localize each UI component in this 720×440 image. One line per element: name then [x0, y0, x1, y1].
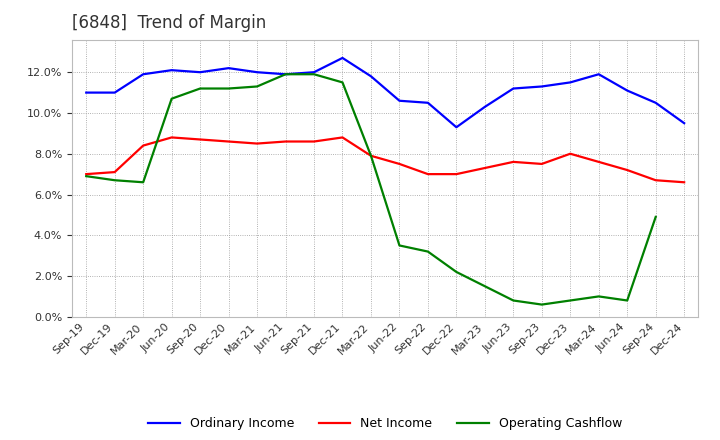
- Operating Cashflow: [423, 249, 432, 254]
- Operating Cashflow: [452, 269, 461, 275]
- Operating Cashflow: [623, 298, 631, 303]
- Ordinary Income: [652, 100, 660, 106]
- Net Income: [82, 172, 91, 177]
- Operating Cashflow: [595, 294, 603, 299]
- Ordinary Income: [338, 55, 347, 61]
- Operating Cashflow: [110, 178, 119, 183]
- Ordinary Income: [253, 70, 261, 75]
- Operating Cashflow: [82, 173, 91, 179]
- Ordinary Income: [196, 70, 204, 75]
- Ordinary Income: [110, 90, 119, 95]
- Ordinary Income: [282, 72, 290, 77]
- Ordinary Income: [395, 98, 404, 103]
- Operating Cashflow: [566, 298, 575, 303]
- Operating Cashflow: [253, 84, 261, 89]
- Operating Cashflow: [395, 243, 404, 248]
- Ordinary Income: [452, 125, 461, 130]
- Operating Cashflow: [225, 86, 233, 91]
- Ordinary Income: [82, 90, 91, 95]
- Ordinary Income: [595, 72, 603, 77]
- Ordinary Income: [225, 66, 233, 71]
- Net Income: [139, 143, 148, 148]
- Net Income: [537, 161, 546, 167]
- Operating Cashflow: [509, 298, 518, 303]
- Ordinary Income: [623, 88, 631, 93]
- Ordinary Income: [167, 67, 176, 73]
- Ordinary Income: [139, 72, 148, 77]
- Ordinary Income: [480, 104, 489, 110]
- Net Income: [480, 165, 489, 171]
- Ordinary Income: [566, 80, 575, 85]
- Net Income: [282, 139, 290, 144]
- Operating Cashflow: [338, 80, 347, 85]
- Net Income: [225, 139, 233, 144]
- Line: Ordinary Income: Ordinary Income: [86, 58, 684, 127]
- Net Income: [110, 169, 119, 175]
- Net Income: [366, 153, 375, 158]
- Legend: Ordinary Income, Net Income, Operating Cashflow: Ordinary Income, Net Income, Operating C…: [143, 412, 627, 435]
- Net Income: [509, 159, 518, 165]
- Ordinary Income: [423, 100, 432, 106]
- Operating Cashflow: [480, 284, 489, 289]
- Operating Cashflow: [282, 72, 290, 77]
- Operating Cashflow: [366, 153, 375, 158]
- Line: Net Income: Net Income: [86, 137, 684, 182]
- Net Income: [680, 180, 688, 185]
- Ordinary Income: [310, 70, 318, 75]
- Ordinary Income: [680, 121, 688, 126]
- Net Income: [338, 135, 347, 140]
- Net Income: [623, 167, 631, 172]
- Text: [6848]  Trend of Margin: [6848] Trend of Margin: [72, 15, 266, 33]
- Ordinary Income: [366, 73, 375, 79]
- Operating Cashflow: [652, 214, 660, 220]
- Net Income: [595, 159, 603, 165]
- Net Income: [253, 141, 261, 146]
- Net Income: [452, 172, 461, 177]
- Operating Cashflow: [196, 86, 204, 91]
- Operating Cashflow: [537, 302, 546, 307]
- Operating Cashflow: [167, 96, 176, 101]
- Net Income: [395, 161, 404, 167]
- Operating Cashflow: [310, 72, 318, 77]
- Net Income: [423, 172, 432, 177]
- Net Income: [310, 139, 318, 144]
- Net Income: [167, 135, 176, 140]
- Net Income: [652, 178, 660, 183]
- Operating Cashflow: [139, 180, 148, 185]
- Net Income: [566, 151, 575, 156]
- Net Income: [196, 137, 204, 142]
- Ordinary Income: [509, 86, 518, 91]
- Line: Operating Cashflow: Operating Cashflow: [86, 74, 656, 304]
- Ordinary Income: [537, 84, 546, 89]
